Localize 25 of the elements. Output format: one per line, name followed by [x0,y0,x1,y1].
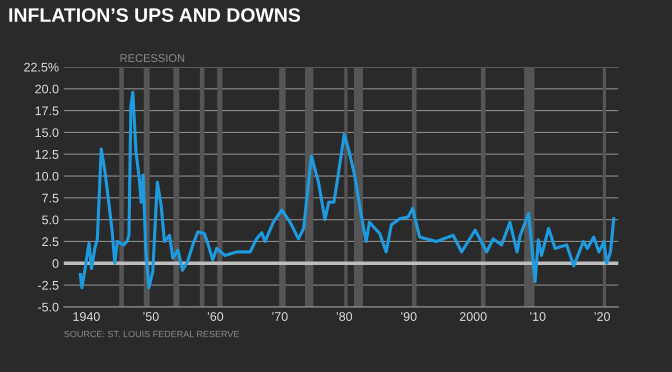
y-tick-label: 12.5 [36,150,58,159]
chart-title: INFLATION’S UPS AND DOWNS [9,8,300,22]
x-tick-label: 1940 [73,312,100,321]
x-tick-label: 2000 [460,312,487,321]
y-tick-label: 22.5% [24,62,59,72]
source-note: SOURCE: ST. LOUIS FEDERAL RESERVE [64,330,240,338]
x-tick-label: ’70 [272,312,288,321]
y-tick-label: 15.0 [36,128,58,138]
band-label: RECESSION [120,54,184,62]
y-tick-label: 0 [52,259,58,268]
x-tick-label: ’90 [401,312,417,321]
y-tick-label: 10.0 [36,172,58,181]
y-tick-label: -5.0 [38,302,58,312]
y-tick-label: 17.5 [36,106,58,116]
y-tick-label: -2.5 [38,280,58,290]
y-tick-label: 5.0 [42,215,58,224]
x-tick-label: ’50 [143,312,159,321]
y-tick-label: 20.0 [35,84,58,94]
line-series [78,90,616,290]
x-tick-label: ’60 [208,312,224,321]
y-tick-label: 2.5 [42,237,58,246]
y-tick-label: 7.5 [42,194,58,202]
x-tick-label: ’10 [530,312,546,321]
x-tick-label: ’80 [336,312,352,321]
x-tick-label: ’20 [594,312,610,321]
